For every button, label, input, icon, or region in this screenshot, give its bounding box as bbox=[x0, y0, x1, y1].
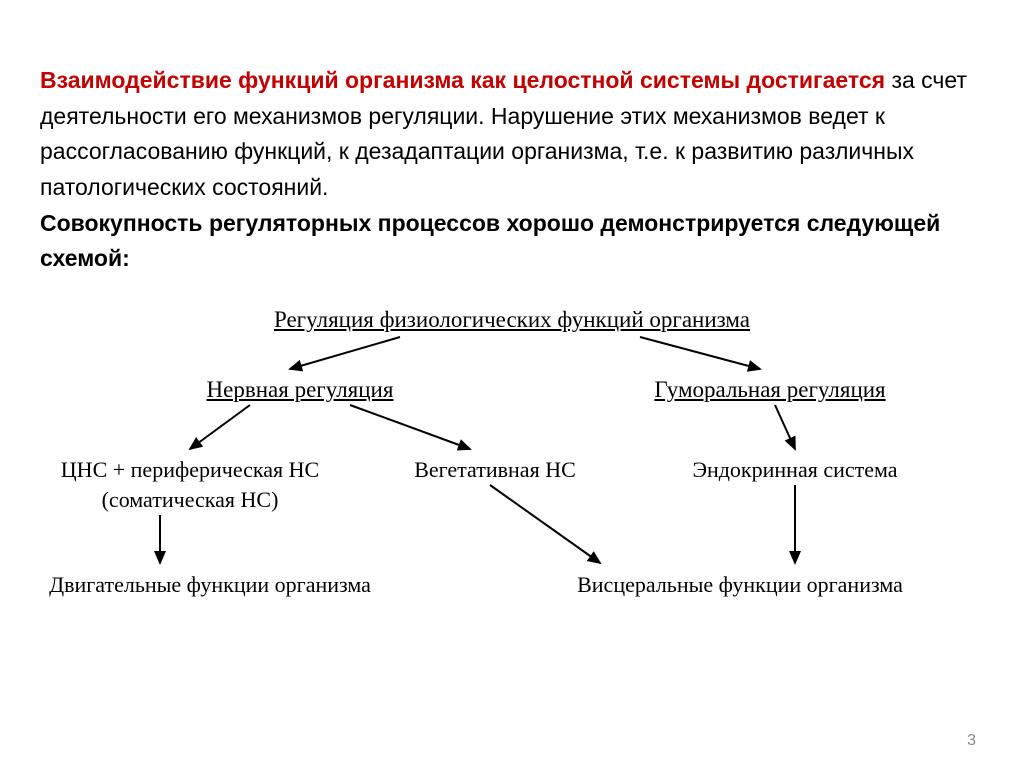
arrow-2 bbox=[190, 405, 250, 449]
heading-bold-tail: Совокупность регуляторных процессов хоро… bbox=[40, 210, 940, 272]
node-endo: Эндокринная система bbox=[692, 457, 897, 483]
arrow-6 bbox=[490, 485, 600, 563]
arrow-1 bbox=[640, 337, 760, 369]
node-humor: Гуморальная регуляция bbox=[654, 377, 885, 403]
node-nerv: Нервная регуляция bbox=[207, 377, 394, 403]
regulation-diagram: Регуляция физиологических функций органи… bbox=[40, 307, 984, 637]
arrow-0 bbox=[290, 337, 400, 369]
node-cns2: (соматическая НС) bbox=[102, 487, 279, 513]
heading-paragraph: Взаимодействие функций организма как цел… bbox=[40, 63, 984, 277]
arrow-4 bbox=[775, 405, 795, 449]
node-cns: ЦНС + периферическая НС bbox=[61, 457, 319, 483]
node-root: Регуляция физиологических функций органи… bbox=[274, 307, 750, 333]
page-number: 3 bbox=[967, 732, 976, 750]
arrow-3 bbox=[350, 405, 470, 449]
node-veg: Вегетативная НС bbox=[414, 457, 576, 483]
node-visc: Висцеральные функции организма bbox=[577, 572, 903, 598]
node-motor: Двигательные функции организма bbox=[49, 572, 371, 598]
heading-red: Взаимодействие функций организма как цел… bbox=[40, 67, 885, 93]
